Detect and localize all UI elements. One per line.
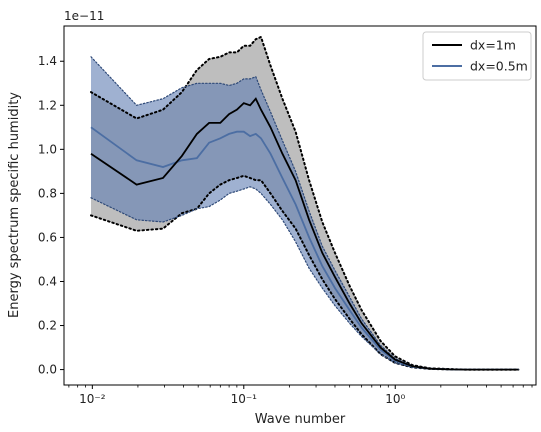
y-tick-label: 0.0	[38, 363, 57, 377]
y-axis: 0.0 0.2 0.4 0.6 0.8 1.0 1.2 1.4	[38, 54, 64, 377]
y-tick-label: 1.0	[38, 142, 57, 156]
legend: dx=1m dx=0.5m	[422, 31, 532, 81]
y-tick-label: 0.6	[38, 230, 57, 244]
legend-label-dx1m: dx=1m	[470, 38, 516, 53]
x-axis: 10⁻² 10⁻¹ 10⁰	[68, 385, 533, 406]
y-tick-label: 0.8	[38, 186, 57, 200]
y-tick-label: 0.2	[38, 319, 57, 333]
y-axis-label: Energy spectrum specific humidity	[7, 92, 22, 318]
line-dx1m	[90, 97, 519, 371]
y-tick-label: 0.4	[38, 274, 57, 288]
y-tick-label: 1.4	[38, 54, 57, 68]
band-dx05m	[91, 56, 519, 370]
plot-area	[90, 35, 520, 371]
x-tick-label: 10⁻¹	[231, 392, 258, 406]
legend-label-dx05m: dx=0.5m	[470, 59, 528, 74]
y-tick-label: 1.2	[38, 98, 57, 112]
x-tick-label: 10⁻²	[79, 392, 106, 406]
x-axis-label: Wave number	[255, 412, 346, 427]
y-offset-label: 1e−11	[64, 9, 104, 23]
x-tick-label: 10⁰	[385, 392, 405, 406]
plot-frame	[63, 25, 537, 386]
